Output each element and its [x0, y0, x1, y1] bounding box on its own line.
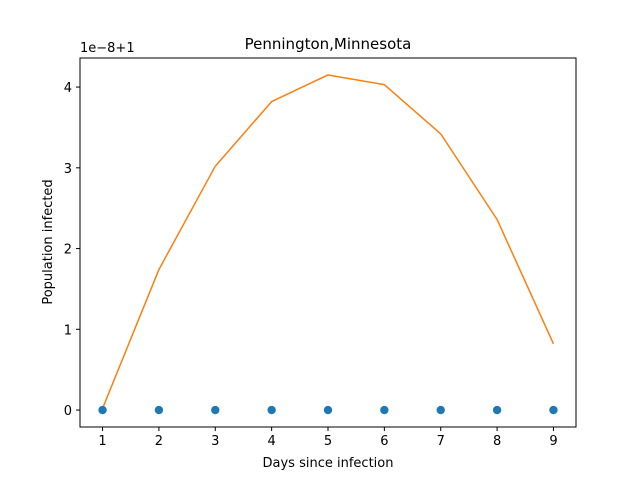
y-tick-label: 2	[64, 243, 72, 258]
y-offset-label: 1e−8+1	[80, 41, 135, 56]
chart-title: Pennington,Minnesota	[245, 35, 412, 53]
data-point-observed	[323, 405, 333, 415]
x-tick-label: 4	[267, 434, 275, 449]
y-ticks: 0 1 2 3 4	[64, 81, 80, 419]
x-tick-label: 6	[380, 434, 388, 449]
y-tick-label: 1	[64, 323, 72, 338]
data-point-observed	[154, 405, 164, 415]
y-tick-label: 4	[64, 81, 72, 96]
x-tick-label: 1	[98, 434, 106, 449]
x-tick-label: 8	[493, 434, 501, 449]
x-tick-label: 2	[155, 434, 163, 449]
data-point-observed	[380, 405, 389, 415]
data-point-observed	[98, 405, 107, 415]
x-axis-label: Days since infection	[263, 456, 394, 471]
x-tick-label: 7	[437, 434, 445, 449]
x-tick-label: 5	[324, 434, 332, 449]
data-point-observed	[267, 405, 276, 415]
series-line-model	[101, 74, 555, 409]
data-point-observed	[436, 405, 445, 415]
x-tick-label: 9	[549, 434, 557, 449]
y-tick-label: 0	[64, 404, 72, 419]
plot-series	[98, 74, 558, 415]
plot-frame	[79, 57, 577, 428]
data-point-observed	[549, 405, 558, 415]
x-ticks: 1 2 3 4 5 6 7 8 9	[98, 427, 558, 449]
y-axis-label: Population infected	[41, 179, 56, 304]
data-point-observed	[492, 405, 502, 415]
data-point-observed	[211, 405, 220, 415]
y-tick-label: 3	[64, 162, 72, 177]
x-tick-label: 3	[211, 434, 219, 449]
